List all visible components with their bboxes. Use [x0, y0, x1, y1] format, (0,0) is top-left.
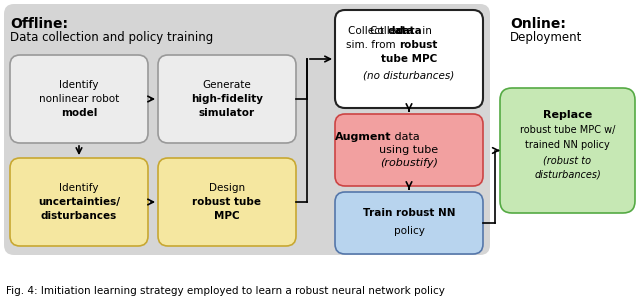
Text: data: data [391, 132, 420, 142]
Text: robust tube MPC w/: robust tube MPC w/ [520, 126, 615, 135]
FancyBboxPatch shape [158, 55, 296, 143]
Text: disturbances: disturbances [41, 211, 117, 221]
Text: Identify: Identify [60, 80, 99, 90]
Text: (no disturbances): (no disturbances) [364, 70, 454, 80]
FancyBboxPatch shape [335, 114, 483, 186]
FancyBboxPatch shape [10, 158, 148, 246]
Text: tube MPC: tube MPC [381, 54, 437, 64]
FancyBboxPatch shape [4, 4, 490, 255]
FancyBboxPatch shape [500, 88, 635, 213]
Text: disturbances): disturbances) [534, 169, 601, 179]
Text: trained NN policy: trained NN policy [525, 139, 610, 150]
Text: Collect: Collect [370, 26, 409, 36]
Text: (robust to: (robust to [543, 156, 591, 166]
Text: policy: policy [394, 226, 424, 236]
Text: high-fidelity: high-fidelity [191, 94, 263, 104]
Text: robust tube: robust tube [193, 197, 262, 207]
FancyBboxPatch shape [335, 10, 483, 108]
Text: Augment: Augment [335, 132, 391, 142]
Text: data: data [396, 26, 422, 36]
Text: Train robust NN: Train robust NN [363, 208, 455, 218]
Text: in: in [419, 26, 432, 36]
FancyBboxPatch shape [158, 158, 296, 246]
FancyBboxPatch shape [10, 55, 148, 143]
Text: nonlinear robot: nonlinear robot [39, 94, 119, 104]
Text: model: model [61, 108, 97, 118]
Text: Online:: Online: [510, 17, 566, 31]
Text: Offline:: Offline: [10, 17, 68, 31]
Text: Collect: Collect [348, 26, 387, 36]
Text: data: data [387, 26, 413, 36]
Text: Design: Design [209, 183, 245, 193]
Text: Fig. 4: Imitiation learning strategy employed to learn a robust neural network p: Fig. 4: Imitiation learning strategy emp… [6, 286, 445, 296]
FancyBboxPatch shape [335, 192, 483, 254]
Text: sim. from: sim. from [346, 40, 399, 50]
Text: robust: robust [399, 40, 437, 50]
Text: Data collection and policy training: Data collection and policy training [10, 31, 213, 44]
Text: simulator: simulator [199, 108, 255, 118]
Text: uncertainties/: uncertainties/ [38, 197, 120, 207]
Text: Identify: Identify [60, 183, 99, 193]
Text: Generate: Generate [203, 80, 252, 90]
Text: MPC: MPC [214, 211, 240, 221]
Text: Deployment: Deployment [510, 31, 582, 44]
Text: (robustify): (robustify) [380, 158, 438, 168]
Text: using tube: using tube [380, 145, 438, 155]
Text: Replace: Replace [543, 110, 592, 119]
